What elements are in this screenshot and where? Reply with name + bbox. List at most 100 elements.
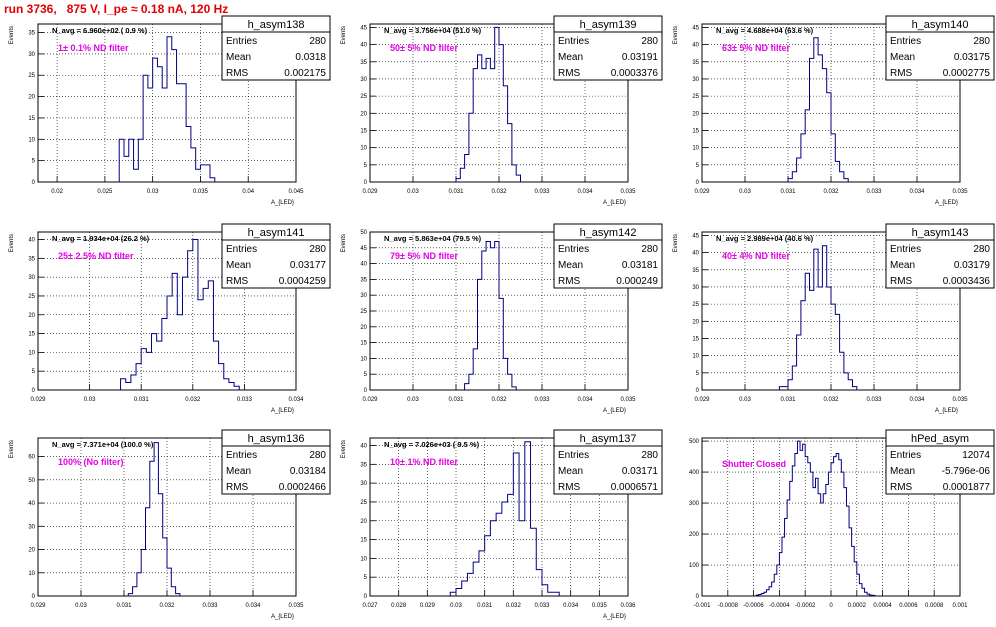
x-axis-label: A_{LED} xyxy=(935,408,958,414)
y-tick-label: 20 xyxy=(28,548,35,554)
filter-annotation: 25± 2.5% ND filter xyxy=(58,251,134,261)
x-axis-label: A_{LED} xyxy=(271,614,294,620)
x-tick-label: 0.029 xyxy=(694,397,710,403)
y-tick-label: 40 xyxy=(360,43,367,49)
stats-value-entries: 280 xyxy=(309,36,326,47)
histogram-title: h_asym138 xyxy=(248,19,305,31)
histogram-panel-h-asym142: 0.029 0.03 0.031 0.032 0.033 0.034 0.035 0 5 10 15… xyxy=(332,222,664,416)
stats-value-rms: 0.0001877 xyxy=(943,482,991,493)
filter-annotation: 50± 5% ND filter xyxy=(390,43,458,53)
stats-label-mean: Mean xyxy=(226,260,251,271)
y-tick-label: 50 xyxy=(360,230,367,236)
stats-box xyxy=(885,15,995,81)
stats-label-rms: RMS xyxy=(558,68,581,79)
y-tick-label: 25 xyxy=(360,500,367,506)
x-tick-label: 0.03 xyxy=(147,189,159,195)
x-tick-label: 0.035 xyxy=(620,189,636,195)
y-tick-label: 5 xyxy=(32,159,36,165)
stats-value-entries: 280 xyxy=(641,244,658,255)
stats-box xyxy=(885,429,995,495)
y-tick-label: 25 xyxy=(692,302,699,308)
stats-value-rms: 0.0002775 xyxy=(943,68,991,79)
x-tick-label: 0.031 xyxy=(116,603,132,609)
x-tick-label: 0.035 xyxy=(288,603,304,609)
y-tick-label: 0 xyxy=(696,388,700,394)
stats-label-entries: Entries xyxy=(890,244,921,255)
y-tick-label: 100 xyxy=(689,563,700,569)
histogram-line xyxy=(455,26,521,182)
y-tick-label: 10 xyxy=(360,556,367,562)
y-tick-label: 0 xyxy=(32,180,36,186)
stats-value-mean: 0.03177 xyxy=(290,260,327,271)
x-axis-label: A_{LED} xyxy=(603,614,626,620)
x-tick-label: 0.034 xyxy=(245,603,261,609)
filter-annotation: 10± 1% ND filter xyxy=(390,457,458,467)
y-tick-label: 0 xyxy=(32,388,36,394)
stats-label-mean: Mean xyxy=(890,260,915,271)
stats-label-entries: Entries xyxy=(558,450,589,461)
stats-label-mean: Mean xyxy=(890,466,915,477)
stats-value-mean: 0.03191 xyxy=(622,52,659,63)
y-tick-label: 45 xyxy=(692,233,699,239)
y-tick-label: 35 xyxy=(360,60,367,66)
y-tick-label: 15 xyxy=(360,538,367,544)
x-tick-label: 0.029 xyxy=(30,397,46,403)
navg-label: N_avg = 7.026e+03 ( 9.5 %) xyxy=(384,440,480,449)
x-tick-label: -0.0008 xyxy=(718,603,739,609)
x-axis-label: A_{LED} xyxy=(271,408,294,414)
y-tick-label: 400 xyxy=(689,470,700,476)
x-tick-label: 0.0008 xyxy=(925,603,944,609)
y-tick-label: 35 xyxy=(692,60,699,66)
x-tick-label: -0.001 xyxy=(693,603,711,609)
stats-value-mean: 0.0318 xyxy=(295,52,326,63)
x-tick-label: 0.031 xyxy=(477,603,493,609)
stats-value-entries: 280 xyxy=(309,450,326,461)
stats-box xyxy=(221,223,331,289)
x-axis-label: A_{LED} xyxy=(271,200,294,206)
y-axis-label: Events xyxy=(341,26,347,44)
y-tick-label: 10 xyxy=(360,356,367,362)
histogram-title: h_asym141 xyxy=(248,227,305,239)
y-tick-label: 45 xyxy=(360,25,367,31)
y-tick-label: 10 xyxy=(28,350,35,356)
y-tick-label: 5 xyxy=(364,372,368,378)
y-tick-label: 20 xyxy=(28,95,35,101)
y-tick-label: 300 xyxy=(689,501,700,507)
x-tick-label: 0.031 xyxy=(134,397,150,403)
histogram-panel-h-asym140: 0.029 0.03 0.031 0.032 0.033 0.034 0.035 0 5 10 15… xyxy=(664,14,996,208)
histogram-line xyxy=(127,442,181,596)
x-tick-label: 0.033 xyxy=(534,603,550,609)
y-tick-label: 20 xyxy=(28,313,35,319)
y-tick-label: 15 xyxy=(692,336,699,342)
x-tick-label: 0.034 xyxy=(909,189,925,195)
navg-label: N_avg = 1.934e+04 (26.2 %) xyxy=(52,234,150,243)
y-axis-label: Events xyxy=(341,440,347,458)
y-tick-label: 45 xyxy=(360,246,367,252)
x-tick-label: 0.0002 xyxy=(848,603,867,609)
stats-label-mean: Mean xyxy=(558,52,583,63)
stats-box xyxy=(553,15,663,81)
y-axis-label: Events xyxy=(9,234,15,252)
stats-label-entries: Entries xyxy=(890,36,921,47)
stats-label-rms: RMS xyxy=(558,482,581,493)
x-tick-label: 0.03 xyxy=(407,189,419,195)
stats-label-entries: Entries xyxy=(890,450,921,461)
stats-value-entries: 280 xyxy=(973,244,990,255)
y-tick-label: 5 xyxy=(32,369,36,375)
x-tick-label: 0.04 xyxy=(242,189,254,195)
y-tick-label: 40 xyxy=(28,238,35,244)
stats-value-entries: 280 xyxy=(641,450,658,461)
x-tick-label: 0.035 xyxy=(620,397,636,403)
y-tick-label: 10 xyxy=(692,146,699,152)
y-tick-label: 30 xyxy=(692,77,699,83)
histogram-title: h_asym139 xyxy=(580,19,637,31)
histogram-line xyxy=(118,36,216,182)
histogram-panel-h-asym141: 0.029 0.03 0.031 0.032 0.033 0.034 0 5 10 15 20 25 3… xyxy=(0,222,332,416)
y-tick-label: 0 xyxy=(364,594,368,600)
x-tick-label: 0.001 xyxy=(952,603,968,609)
filter-annotation: 40± 4% ND filter xyxy=(722,251,790,261)
x-tick-label: 0.027 xyxy=(362,603,378,609)
y-tick-label: 30 xyxy=(28,275,35,281)
x-tick-label: 0.02 xyxy=(51,189,63,195)
x-tick-label: 0.031 xyxy=(780,189,796,195)
